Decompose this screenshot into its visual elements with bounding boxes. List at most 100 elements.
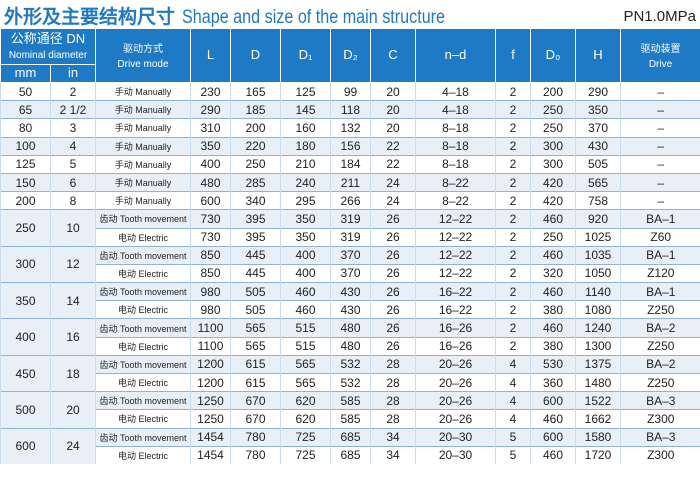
- in-cell: 24: [50, 427, 96, 464]
- value-cell: 20–26: [415, 354, 496, 374]
- value-cell: 8–18: [415, 154, 496, 174]
- value-cell: 2: [495, 245, 531, 265]
- value-cell: 20: [370, 81, 416, 101]
- table-head: 公称通径 DN Nominal diameter 驱动方式 Drive mode L…: [0, 28, 700, 83]
- value-cell: 145: [280, 100, 331, 119]
- table-body: 50 2 手动 Manually 230 165 125 99 20 4–18 2 200 290–6…: [0, 81, 700, 464]
- value-cell: 730: [190, 209, 231, 228]
- mode-cell: 齿动 Tooth movement: [95, 245, 191, 265]
- value-cell: 28: [370, 354, 416, 374]
- mm-cell: 150: [0, 172, 51, 192]
- value-cell: 505: [230, 300, 281, 319]
- dim-header: D₁: [280, 28, 331, 83]
- in-cell: 2: [50, 81, 96, 101]
- value-cell: 370: [330, 245, 371, 265]
- value-cell: 26: [370, 209, 416, 228]
- value-cell: 300: [530, 154, 576, 174]
- value-cell: 2: [495, 172, 531, 192]
- value-cell: 350: [190, 136, 231, 156]
- value-cell: 8–18: [415, 136, 496, 156]
- mm-cell: 400: [0, 318, 51, 356]
- value-cell: 16–22: [415, 282, 496, 301]
- value-cell: 670: [230, 391, 281, 410]
- value-cell: 319: [330, 227, 371, 247]
- value-cell: Z250: [620, 336, 700, 356]
- dim-header: C: [370, 28, 416, 83]
- value-cell: 20–30: [415, 445, 496, 464]
- value-cell: 16–22: [415, 300, 496, 319]
- mode-cell: 电动 Electric: [95, 372, 191, 392]
- value-cell: –: [620, 172, 700, 192]
- value-cell: –: [620, 191, 700, 210]
- value-cell: 2: [495, 318, 531, 338]
- value-cell: 295: [280, 191, 331, 210]
- value-cell: 118: [330, 100, 371, 119]
- table-row: 电动 Electric 980 505 460 430 26 16–22 2 380 1080 Z2…: [1, 300, 700, 319]
- value-cell: 380: [530, 300, 576, 319]
- value-cell: 16–26: [415, 336, 496, 356]
- table-row: 125 5 手动 Manually 400 250 210 184 22 8–18 2 300 505…: [0, 154, 700, 174]
- value-cell: 4: [495, 354, 531, 374]
- dn-header: 公称通径 DN Nominal diameter: [0, 28, 96, 65]
- mode-header: 驱动方式 Drive mode: [95, 28, 191, 83]
- value-cell: 300: [530, 136, 576, 156]
- mode-en: Drive mode: [117, 58, 169, 70]
- mode-cn: 驱动方式: [123, 44, 163, 56]
- mm-header: mm: [0, 64, 51, 83]
- mode-cell: 齿动 Tooth movement: [95, 354, 191, 374]
- value-cell: 780: [230, 445, 281, 464]
- mm-cell: 250: [0, 209, 51, 247]
- table-row: 250 10 齿动 Tooth movement 730 395 350 319 26 12–2…: [0, 209, 700, 247]
- value-cell: 2: [495, 336, 531, 356]
- drive-header: 驱动装置 Drive: [620, 28, 700, 83]
- value-cell: 12–22: [415, 209, 496, 228]
- value-cell: 125: [280, 81, 331, 101]
- value-cell: 395: [230, 227, 281, 247]
- value-cell: 200: [230, 118, 281, 138]
- value-cell: 350: [575, 100, 621, 119]
- value-cell: 28: [370, 372, 416, 392]
- table-row: 350 14 齿动 Tooth movement 980 505 460 430 26 16–2…: [0, 282, 700, 319]
- value-cell: 16–26: [415, 318, 496, 338]
- value-cell: 210: [280, 154, 331, 174]
- in-cell: 10: [50, 209, 96, 247]
- mode-cell: 电动 Electric: [95, 227, 191, 247]
- mode-cell: 手动 Manually: [95, 81, 191, 101]
- value-cell: 26: [370, 282, 416, 301]
- value-cell: 758: [575, 191, 621, 210]
- value-cell: 532: [330, 354, 371, 374]
- value-cell: BA–3: [620, 427, 700, 447]
- value-cell: 1720: [575, 445, 621, 464]
- in-cell: 8: [50, 191, 96, 210]
- value-cell: 4–18: [415, 81, 496, 101]
- value-cell: 26: [370, 245, 416, 265]
- value-cell: 445: [230, 263, 281, 283]
- value-cell: 220: [230, 136, 281, 156]
- mm-cell: 125: [0, 154, 51, 174]
- dim-header: D: [230, 28, 281, 83]
- value-cell: 1662: [575, 409, 621, 429]
- value-cell: Z300: [620, 409, 700, 429]
- value-cell: 685: [330, 445, 371, 464]
- table-row: 200 8 手动 Manually 600 340 295 266 24 8–22 2 420 758…: [0, 191, 700, 210]
- dim-header: f: [495, 28, 531, 83]
- value-cell: 1250: [190, 391, 231, 410]
- value-cell: 1025: [575, 227, 621, 247]
- table-row: 450 18 齿动 Tooth movement 1200 615 565 532 28 20–…: [0, 354, 700, 392]
- value-cell: 1375: [575, 354, 621, 374]
- mode-cell: 电动 Electric: [95, 300, 191, 319]
- value-cell: 980: [190, 300, 231, 319]
- mm-cell: 50: [0, 81, 51, 101]
- value-cell: 430: [575, 136, 621, 156]
- value-cell: 850: [190, 263, 231, 283]
- value-cell: 4: [495, 372, 531, 392]
- mm-cell: 65: [0, 100, 51, 119]
- value-cell: 22: [370, 136, 416, 156]
- table-row: 电动 Electric 730 395 350 319 26 12–22 2 250 1025 Z6…: [1, 227, 700, 247]
- value-cell: 266: [330, 191, 371, 210]
- value-cell: 5: [495, 445, 531, 464]
- value-cell: 26: [370, 300, 416, 319]
- title: 外形及主要结构尺寸 Shape and size of the main str…: [4, 2, 491, 29]
- value-cell: BA–1: [620, 282, 700, 301]
- value-cell: Z60: [620, 227, 700, 247]
